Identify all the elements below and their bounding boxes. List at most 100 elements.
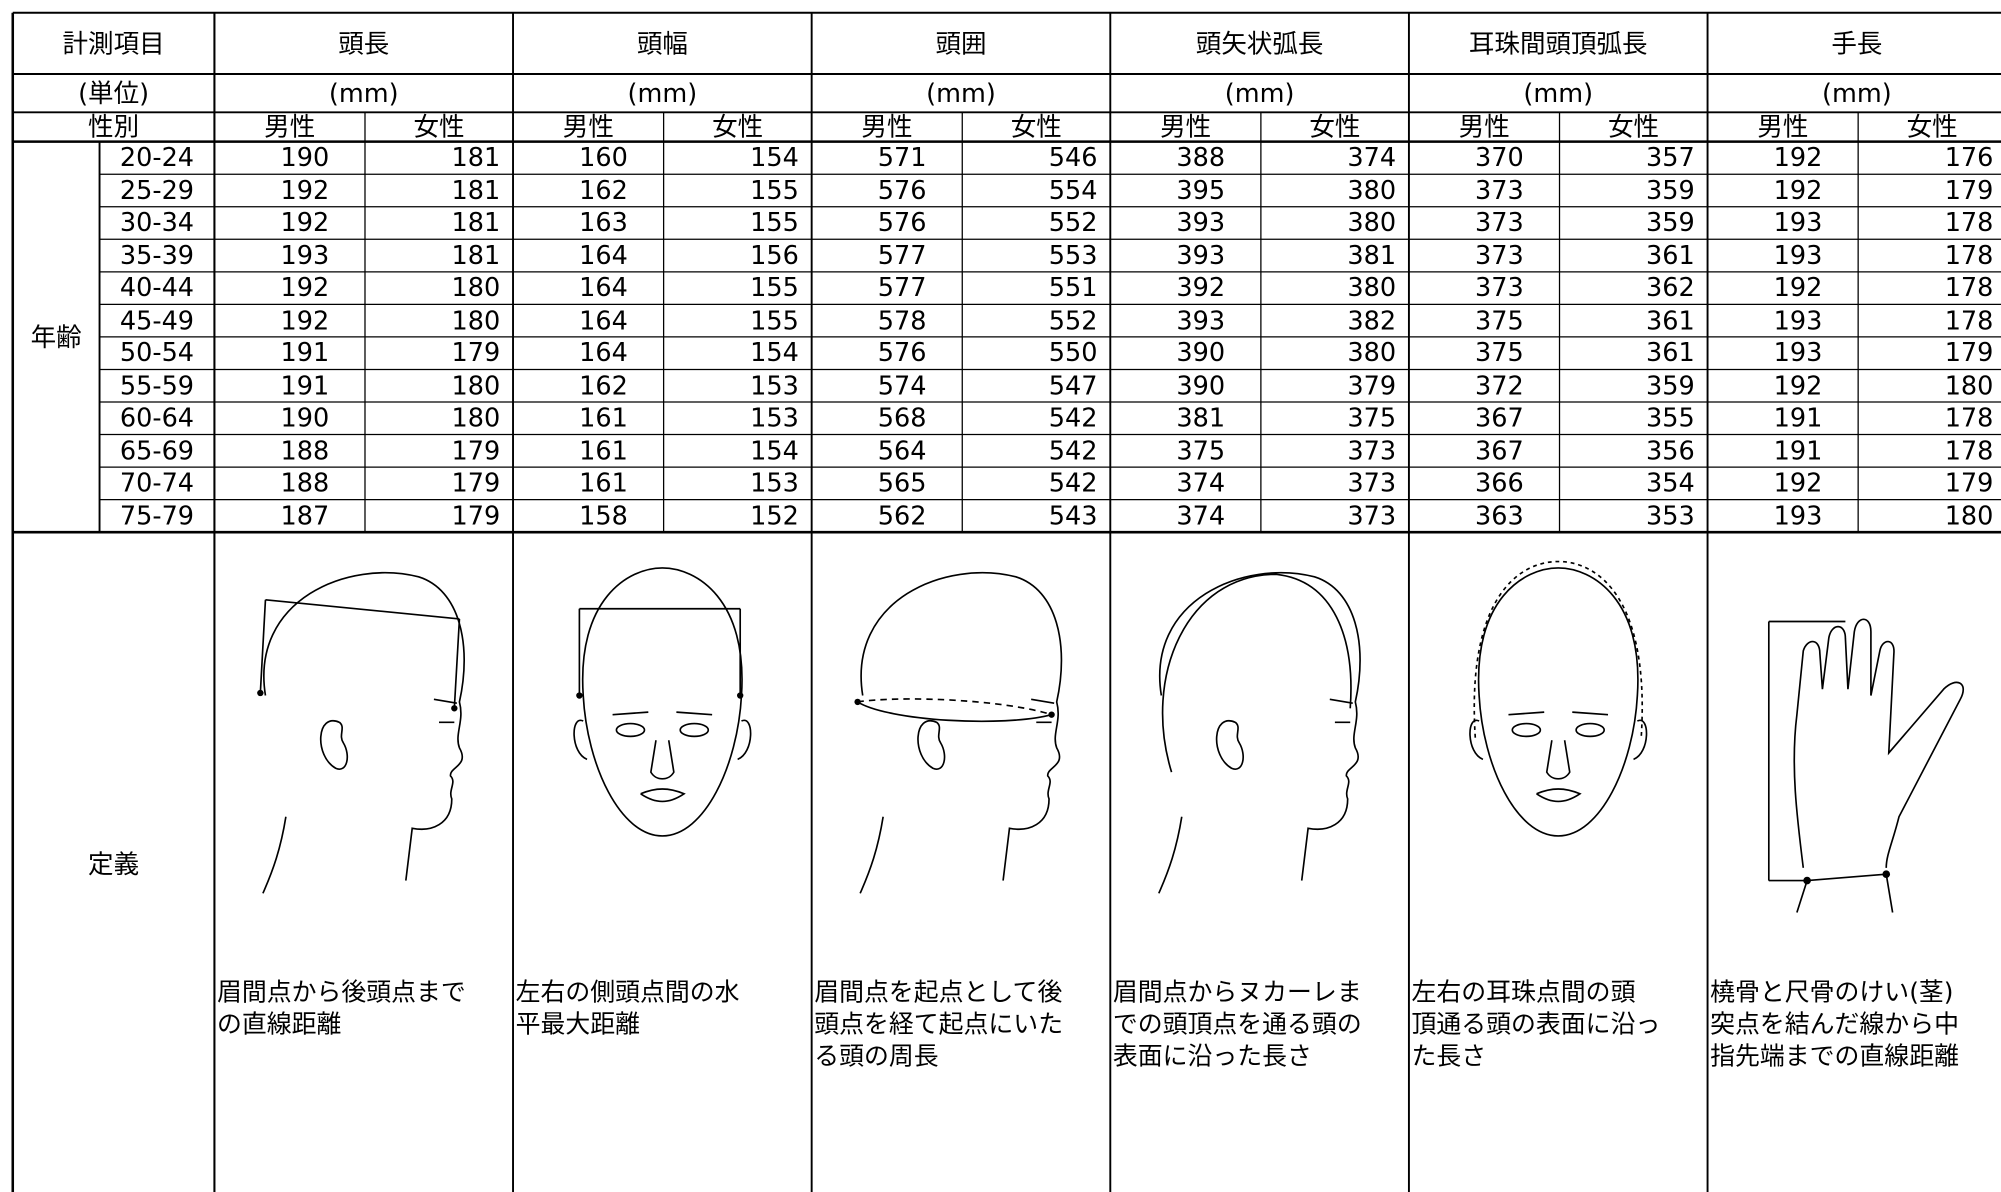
value-male: 393 xyxy=(1176,206,1226,238)
value-male: 158 xyxy=(579,499,628,531)
value-female: 359 xyxy=(1646,206,1695,238)
age-group: 30-34 xyxy=(119,206,195,238)
value-female: 179 xyxy=(451,467,501,498)
value-male: 191 xyxy=(1773,402,1823,433)
value-female: 359 xyxy=(1646,174,1695,205)
sex-male: 男性 xyxy=(264,111,316,142)
value-male: 367 xyxy=(1475,434,1524,466)
definition-line: 平最大距離 xyxy=(515,1009,641,1039)
illustration-bitragion-arc xyxy=(1469,560,1648,837)
value-female: 180 xyxy=(451,369,501,401)
sex-female: 女性 xyxy=(1608,111,1660,142)
value-female: 180 xyxy=(451,402,501,433)
sex-male: 男性 xyxy=(1160,111,1212,142)
illustration-hand-length xyxy=(1767,618,1965,913)
value-female: 357 xyxy=(1646,141,1695,173)
value-female: 382 xyxy=(1347,304,1397,336)
value-female: 373 xyxy=(1347,434,1397,466)
value-male: 363 xyxy=(1475,499,1524,531)
value-female: 353 xyxy=(1646,499,1695,531)
value-female: 152 xyxy=(750,499,799,531)
definition-line: 眉間点から後頭点まで xyxy=(216,977,466,1007)
sex-male: 男性 xyxy=(1757,111,1809,142)
value-female: 155 xyxy=(750,304,799,336)
sex-male: 男性 xyxy=(1458,111,1510,142)
age-group: 25-29 xyxy=(119,174,195,205)
value-male: 193 xyxy=(280,239,330,270)
definition-line: 頭点を経て起点にいた xyxy=(814,1009,1064,1039)
value-female: 155 xyxy=(750,174,799,205)
value-female: 179 xyxy=(1944,467,1994,498)
sex-female: 女性 xyxy=(1906,111,1958,142)
sex-female: 女性 xyxy=(1010,111,1062,142)
age-group: 55-59 xyxy=(119,369,195,401)
value-female: 552 xyxy=(1048,206,1098,238)
value-female: 373 xyxy=(1347,467,1397,498)
value-female: 156 xyxy=(750,239,799,270)
value-male: 577 xyxy=(877,271,927,303)
value-male: 375 xyxy=(1475,336,1524,368)
header-item: 計測項目 xyxy=(62,28,165,59)
value-female: 542 xyxy=(1048,434,1098,466)
value-male: 577 xyxy=(877,239,927,270)
value-female: 362 xyxy=(1646,271,1695,303)
value-female: 543 xyxy=(1048,499,1098,531)
value-male: 191 xyxy=(1773,434,1823,466)
item-name: 頭矢状弧長 xyxy=(1195,28,1324,59)
value-male: 193 xyxy=(1773,499,1823,531)
definition-line: 橈骨と尺骨のけい(茎) xyxy=(1710,977,1954,1007)
definition-line: 左右の側頭点間の水 xyxy=(515,977,740,1007)
value-male: 374 xyxy=(1176,467,1226,498)
value-male: 192 xyxy=(1773,271,1823,303)
value-female: 179 xyxy=(451,336,501,368)
value-female: 359 xyxy=(1646,369,1695,401)
value-male: 161 xyxy=(579,434,628,466)
illustration-head-breadth xyxy=(573,567,752,837)
value-female: 361 xyxy=(1646,304,1695,336)
value-female: 178 xyxy=(1944,271,1994,303)
value-male: 366 xyxy=(1475,467,1524,498)
value-female: 542 xyxy=(1048,467,1098,498)
value-male: 162 xyxy=(579,369,628,401)
value-male: 192 xyxy=(1773,369,1823,401)
item-unit: (mm) xyxy=(926,77,996,109)
item-unit: (mm) xyxy=(627,77,698,109)
value-female: 179 xyxy=(451,499,501,531)
value-female: 155 xyxy=(750,271,799,303)
value-female: 381 xyxy=(1347,239,1397,270)
value-male: 576 xyxy=(877,174,927,205)
value-female: 355 xyxy=(1646,402,1695,433)
value-female: 180 xyxy=(451,304,501,336)
value-male: 193 xyxy=(1773,336,1823,368)
item-name: 耳珠間頭頂弧長 xyxy=(1468,28,1648,59)
value-female: 181 xyxy=(451,239,501,270)
value-female: 153 xyxy=(750,467,799,498)
value-female: 546 xyxy=(1048,141,1098,173)
value-male: 188 xyxy=(280,467,330,498)
value-female: 155 xyxy=(750,206,799,238)
value-female: 554 xyxy=(1048,174,1098,205)
item-name: 頭長 xyxy=(338,28,390,59)
value-female: 154 xyxy=(750,141,799,173)
header-age: 年齢 xyxy=(30,321,82,353)
value-male: 576 xyxy=(877,336,927,368)
item-unit: (mm) xyxy=(1523,77,1594,109)
value-male: 188 xyxy=(280,434,330,466)
age-group: 20-24 xyxy=(119,141,195,173)
value-female: 181 xyxy=(451,174,501,205)
value-male: 578 xyxy=(877,304,927,336)
value-male: 381 xyxy=(1176,402,1226,433)
value-female: 178 xyxy=(1944,206,1994,238)
value-male: 375 xyxy=(1176,434,1226,466)
value-female: 176 xyxy=(1944,141,1994,173)
value-male: 373 xyxy=(1475,206,1524,238)
value-male: 161 xyxy=(579,467,628,498)
definition-line: 指先端までの直線距離 xyxy=(1710,1041,1959,1071)
age-group: 35-39 xyxy=(119,239,195,270)
value-female: 542 xyxy=(1048,402,1098,433)
value-female: 547 xyxy=(1048,369,1098,401)
value-female: 361 xyxy=(1646,336,1695,368)
value-female: 178 xyxy=(1944,402,1994,433)
value-female: 356 xyxy=(1646,434,1695,466)
value-female: 373 xyxy=(1347,499,1397,531)
